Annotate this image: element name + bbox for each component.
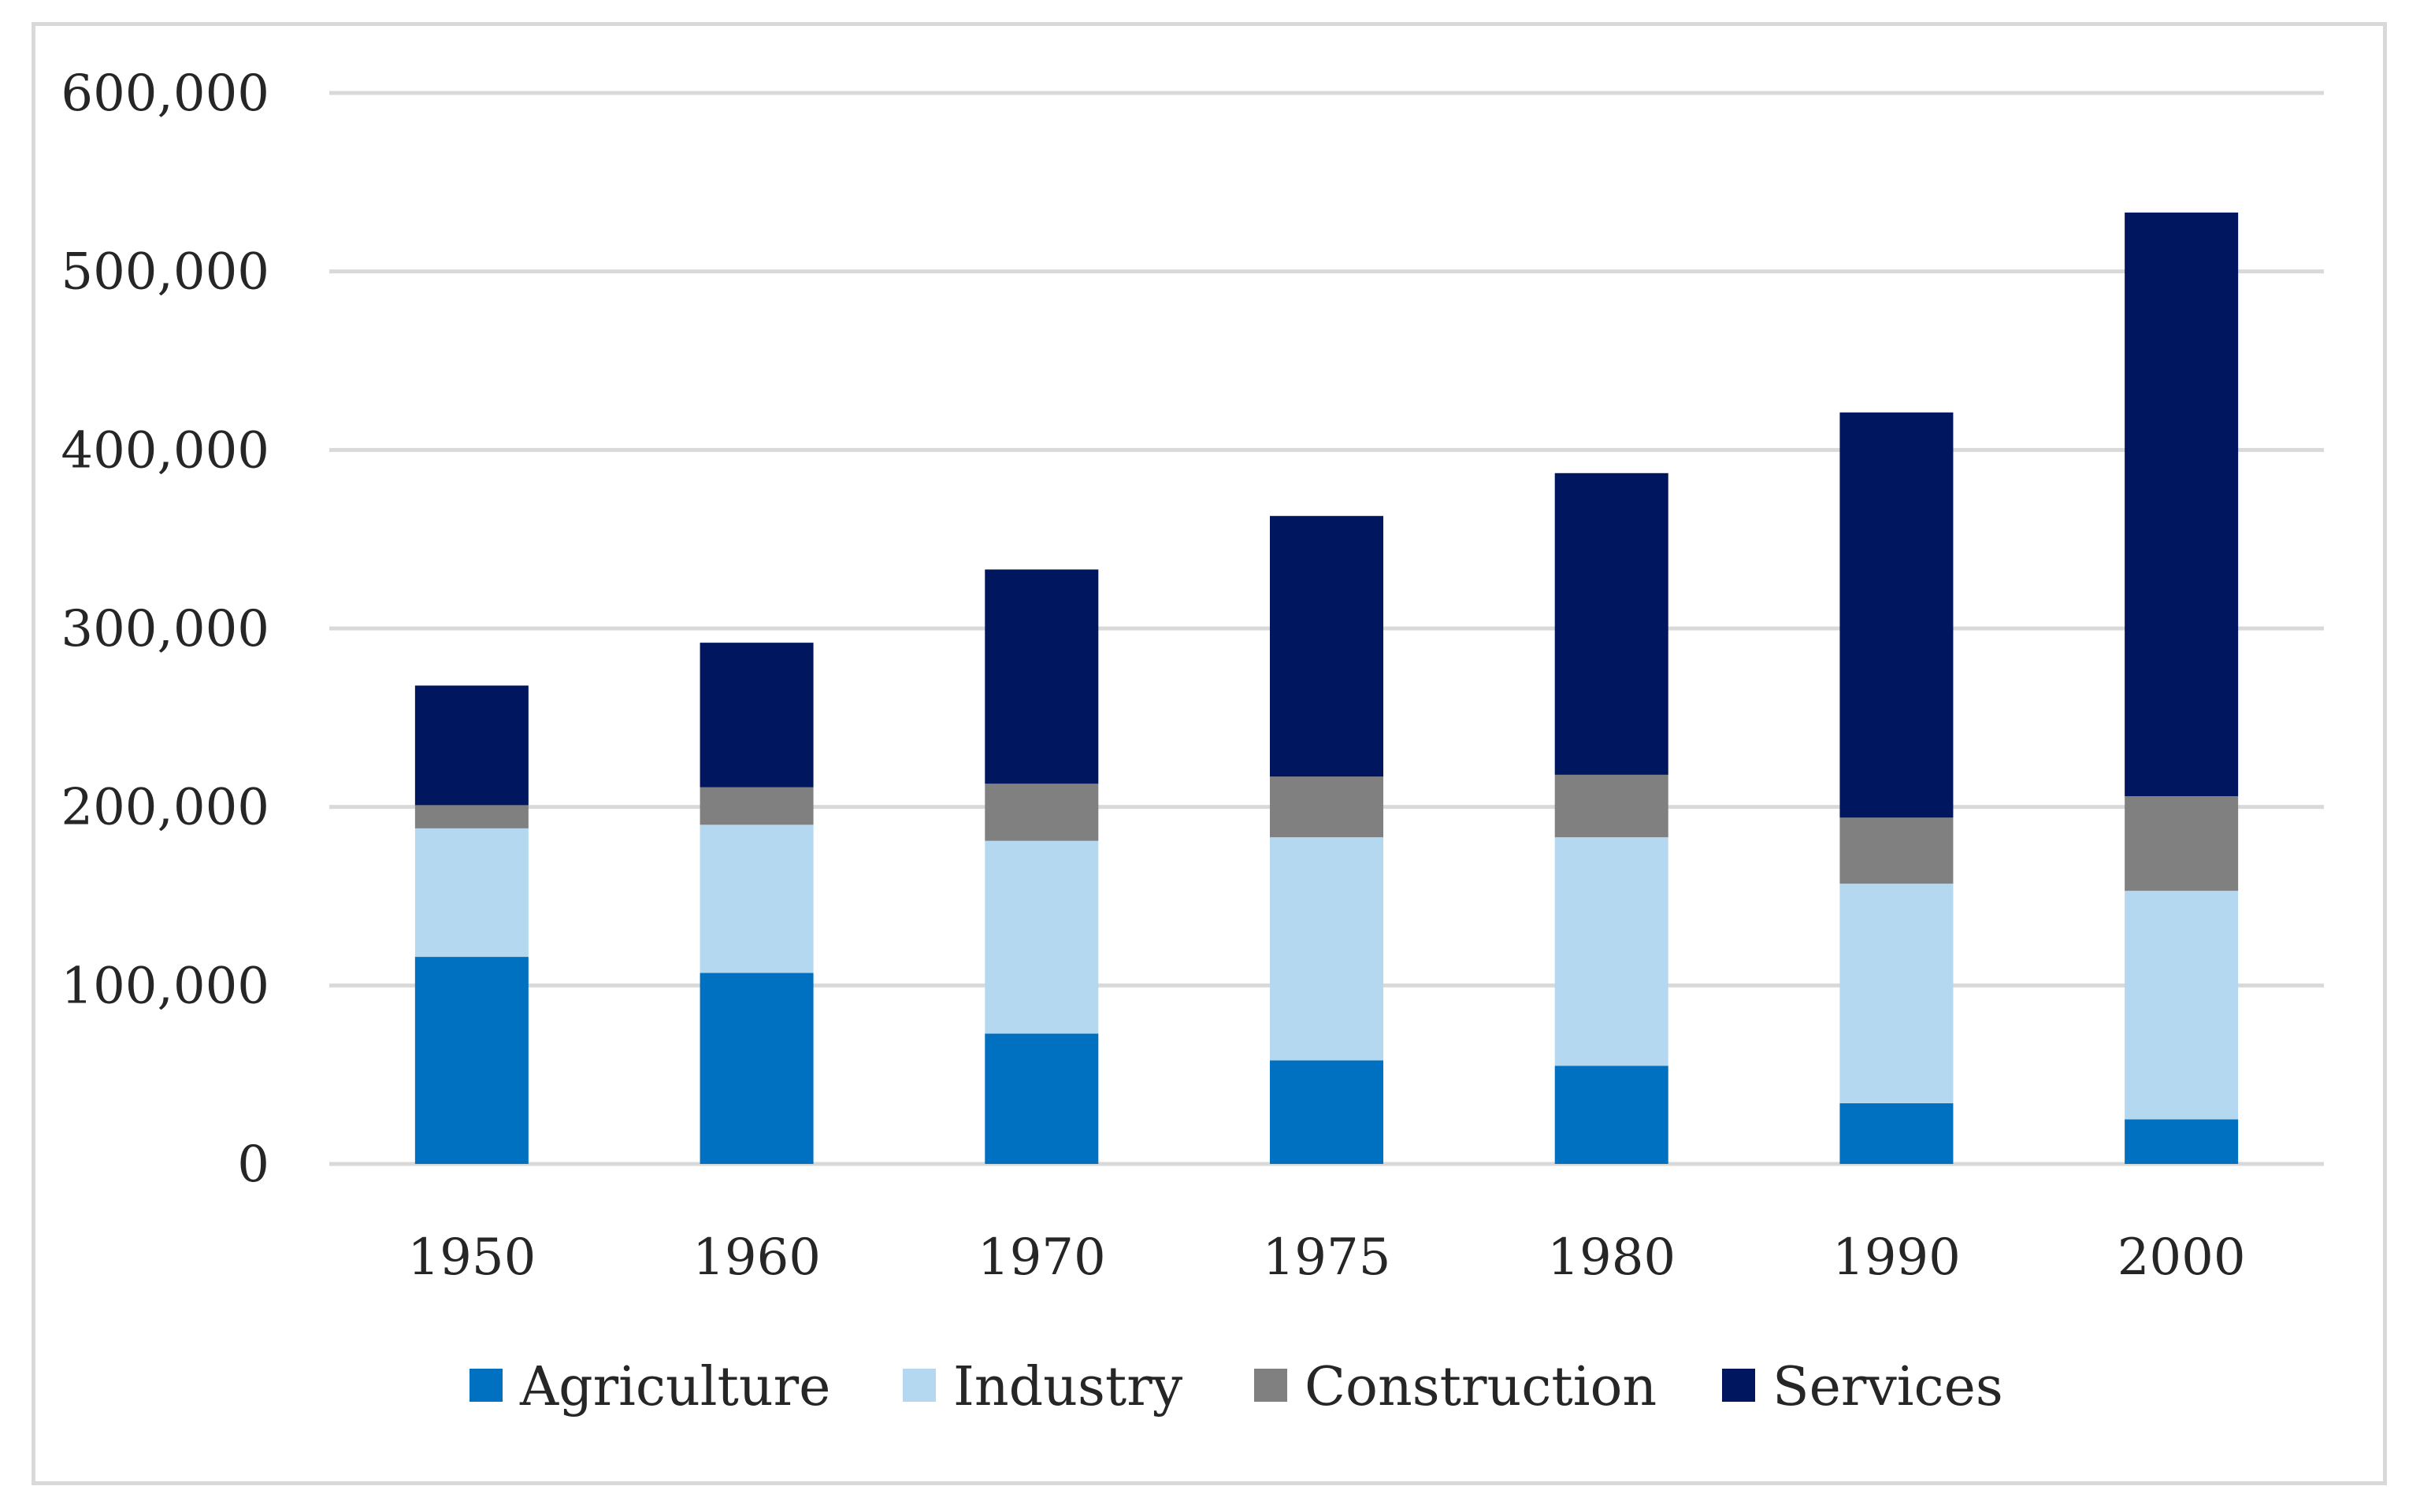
bar-industry-1980 [1554,837,1668,1066]
x-tick-label: 1975 [1263,1228,1391,1287]
legend-swatch-construction [1254,1369,1287,1402]
bar-services-1990 [1839,412,1954,818]
bar-agriculture-1980 [1554,1065,1668,1164]
x-tick-label: 2000 [2118,1228,2246,1287]
x-tick-label: 1980 [1547,1228,1676,1287]
legend-label-construction: Construction [1305,1356,1657,1418]
y-tick-label: 0 [237,1136,269,1194]
bar-industry-1970 [985,840,1099,1034]
legend-label-industry: Industry [953,1356,1183,1418]
y-tick-label: 600,000 [61,65,269,123]
gridlines [329,91,2324,1166]
bar-construction-1950 [414,805,529,828]
y-tick-label: 400,000 [61,421,269,480]
legend: Agriculture Industry Construction Services [470,1356,2003,1418]
legend-swatch-industry [903,1369,936,1402]
bar-industry-1975 [1270,837,1383,1061]
bar-agriculture-1960 [700,973,814,1164]
bar-construction-1990 [1839,817,1954,884]
y-tick-label: 100,000 [61,957,269,1015]
x-tick-label: 1960 [692,1228,821,1287]
bar-construction-1975 [1270,776,1383,838]
bar-services-1970 [985,569,1099,784]
bar-services-1975 [1270,516,1383,777]
y-axis-tick-labels: 0 100,000 200,000 300,000 400,000 500,000 600,… [61,65,269,1194]
y-tick-label: 500,000 [61,243,269,302]
bar-construction-1960 [700,787,814,825]
bar-agriculture-1975 [1270,1060,1383,1164]
x-tick-label: 1970 [978,1228,1106,1287]
bar-construction-1970 [985,784,1099,841]
bar-services-1950 [414,685,529,806]
legend-swatch-agriculture [470,1369,503,1402]
bar-agriculture-1990 [1839,1102,1954,1164]
bar-services-2000 [2125,212,2239,797]
legend-label-agriculture: Agriculture [519,1356,830,1418]
legend-label-services: Services [1772,1356,2003,1418]
x-tick-label: 1950 [407,1228,536,1287]
bar-agriculture-1950 [414,957,529,1164]
bar-services-1980 [1554,472,1668,775]
bar-construction-2000 [2125,796,2239,891]
x-axis-tick-labels: 1950 1960 1970 1975 1980 1990 2000 [407,1228,2245,1287]
bar-industry-1990 [1839,884,1954,1103]
x-tick-label: 1990 [1832,1228,1961,1287]
bar-industry-1950 [414,828,529,958]
bar-agriculture-1970 [985,1033,1099,1164]
legend-swatch-services [1722,1369,1755,1402]
bar-agriculture-2000 [2125,1119,2239,1164]
bar-industry-1960 [700,825,814,973]
y-tick-label: 300,000 [61,600,269,658]
bar-industry-2000 [2125,891,2239,1120]
bars [414,212,2239,1164]
bar-construction-1980 [1554,774,1668,838]
y-tick-label: 200,000 [61,779,269,837]
bar-services-1960 [700,643,814,788]
